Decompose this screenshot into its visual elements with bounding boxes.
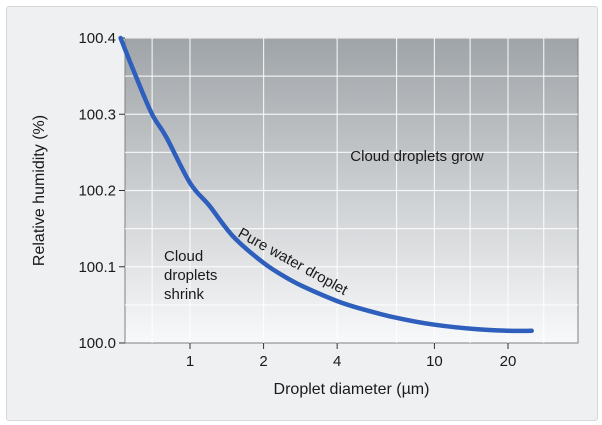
x-tick-label: 10 xyxy=(426,353,443,370)
x-tick-label: 2 xyxy=(259,353,267,370)
x-tick-label: 20 xyxy=(500,353,517,370)
y-tick-label: 100.4 xyxy=(78,30,116,47)
annotation-cloud-droplets-grow: Cloud droplets grow xyxy=(350,148,484,165)
x-tick-label: 1 xyxy=(186,353,194,370)
grid-lines xyxy=(125,37,578,343)
annotation-cloud-droplets-shrink: shrink xyxy=(164,286,205,303)
annotation-cloud-droplets-shrink: droplets xyxy=(164,267,217,284)
x-axis-title: Droplet diameter (µm) xyxy=(274,381,430,398)
y-tick-label: 100.1 xyxy=(78,259,116,276)
y-tick-label: 100.0 xyxy=(78,335,116,352)
series-layer xyxy=(118,35,534,334)
y-tick-label: 100.2 xyxy=(78,183,116,200)
x-tick-label: 4 xyxy=(333,353,341,370)
y-tick-label: 100.3 xyxy=(78,106,116,123)
axis-ticks xyxy=(119,37,509,349)
annotation-cloud-droplets-shrink: Cloud xyxy=(164,248,203,265)
y-axis-title: Relative humidity (%) xyxy=(31,115,48,266)
series-line-pure-water-droplet xyxy=(118,35,534,334)
